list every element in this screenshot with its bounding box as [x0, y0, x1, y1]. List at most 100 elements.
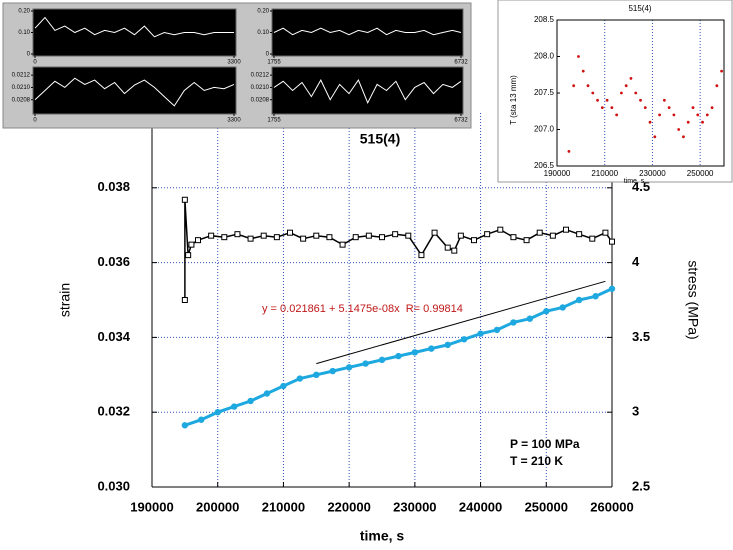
waveform	[34, 77, 235, 107]
y-tick-label: 207.0	[534, 125, 555, 134]
point	[214, 409, 221, 416]
x-tick-label: 220000	[327, 499, 370, 514]
y2-tick-label: 4.5	[632, 179, 650, 194]
point	[428, 345, 435, 352]
y-axis-label: T (sta 13 mm)	[509, 75, 518, 125]
x-tick-label: 6732	[454, 60, 468, 66]
point	[418, 252, 425, 259]
panel-plot	[271, 66, 464, 115]
point	[280, 382, 287, 390]
plot-frame	[556, 19, 725, 167]
point	[392, 231, 399, 238]
point	[634, 91, 638, 95]
point	[615, 113, 619, 117]
annotation: T = 210 K	[510, 454, 563, 468]
chart-title: 515(4)	[360, 131, 400, 147]
point	[686, 120, 690, 124]
point	[352, 234, 359, 241]
point	[609, 238, 615, 245]
point	[444, 341, 451, 349]
point	[395, 352, 402, 360]
point	[195, 237, 201, 244]
point	[581, 69, 585, 73]
point	[710, 106, 714, 109]
point	[523, 237, 530, 244]
point	[362, 360, 369, 367]
x-tick-label: 200000	[196, 499, 239, 514]
point	[605, 98, 609, 102]
x-tick-label: 0	[33, 60, 37, 66]
point	[296, 375, 304, 382]
point	[260, 232, 267, 239]
point	[602, 229, 609, 236]
y2-tick-label: 3.5	[632, 329, 650, 344]
point	[493, 326, 501, 334]
point	[610, 106, 614, 109]
point	[365, 232, 372, 239]
point	[313, 371, 320, 378]
point	[230, 403, 238, 410]
series-line	[184, 199, 613, 300]
inset-title: 515(4)	[628, 4, 651, 13]
point	[181, 297, 188, 303]
y-tick-label: 0.0212	[12, 73, 31, 79]
point	[624, 84, 628, 88]
point	[444, 244, 451, 251]
point	[497, 226, 504, 233]
x-tick-label: 250000	[525, 499, 568, 514]
x-tick-label: 230000	[639, 169, 666, 178]
point	[653, 135, 657, 139]
waveform	[273, 27, 462, 36]
y-tick-label: 208.0	[534, 52, 555, 61]
y2-tick-label: 2.5	[632, 478, 650, 493]
point	[345, 364, 353, 371]
point	[572, 84, 576, 88]
y-tick-label: 0.030	[97, 478, 130, 493]
point	[591, 91, 595, 95]
y2-tick-label: 3	[632, 404, 639, 419]
point	[586, 84, 590, 88]
point	[559, 304, 566, 311]
y-tick-label: 0.038	[97, 179, 130, 194]
point	[188, 241, 195, 248]
x-tick-label: 240000	[459, 499, 502, 514]
point	[589, 235, 596, 242]
point	[405, 232, 412, 239]
point	[247, 397, 254, 405]
annotation: P = 100 MPa	[510, 437, 580, 451]
point	[705, 113, 709, 117]
y-tick-label: 0	[266, 52, 270, 58]
point	[181, 196, 188, 203]
point	[608, 285, 616, 292]
y-tick-label: 0.0210	[12, 85, 31, 91]
point	[221, 234, 228, 241]
point	[457, 232, 464, 239]
point	[567, 150, 571, 153]
waveform	[34, 16, 234, 38]
point	[592, 293, 599, 300]
point	[577, 55, 580, 58]
point	[536, 229, 543, 236]
point	[379, 234, 385, 241]
point	[471, 237, 477, 244]
point	[720, 69, 724, 73]
point	[326, 234, 333, 241]
fit-line	[316, 280, 606, 365]
point	[662, 98, 666, 102]
point	[629, 77, 633, 80]
x-tick-label: 260000	[590, 499, 633, 514]
y2-tick-label: 4	[632, 254, 640, 269]
y2-axis-label: stress (MPa)	[685, 260, 701, 339]
y-tick-label: 207.5	[534, 88, 555, 97]
point	[460, 336, 468, 343]
point	[682, 135, 685, 139]
point	[273, 234, 280, 241]
x-axis-label: time, s	[360, 528, 405, 544]
x-tick-label: 250000	[687, 169, 714, 178]
point	[313, 232, 320, 239]
point	[510, 319, 517, 326]
point	[234, 231, 241, 238]
x-tick-label: 230000	[393, 499, 436, 514]
panel-plot	[32, 66, 237, 115]
point	[526, 315, 534, 322]
